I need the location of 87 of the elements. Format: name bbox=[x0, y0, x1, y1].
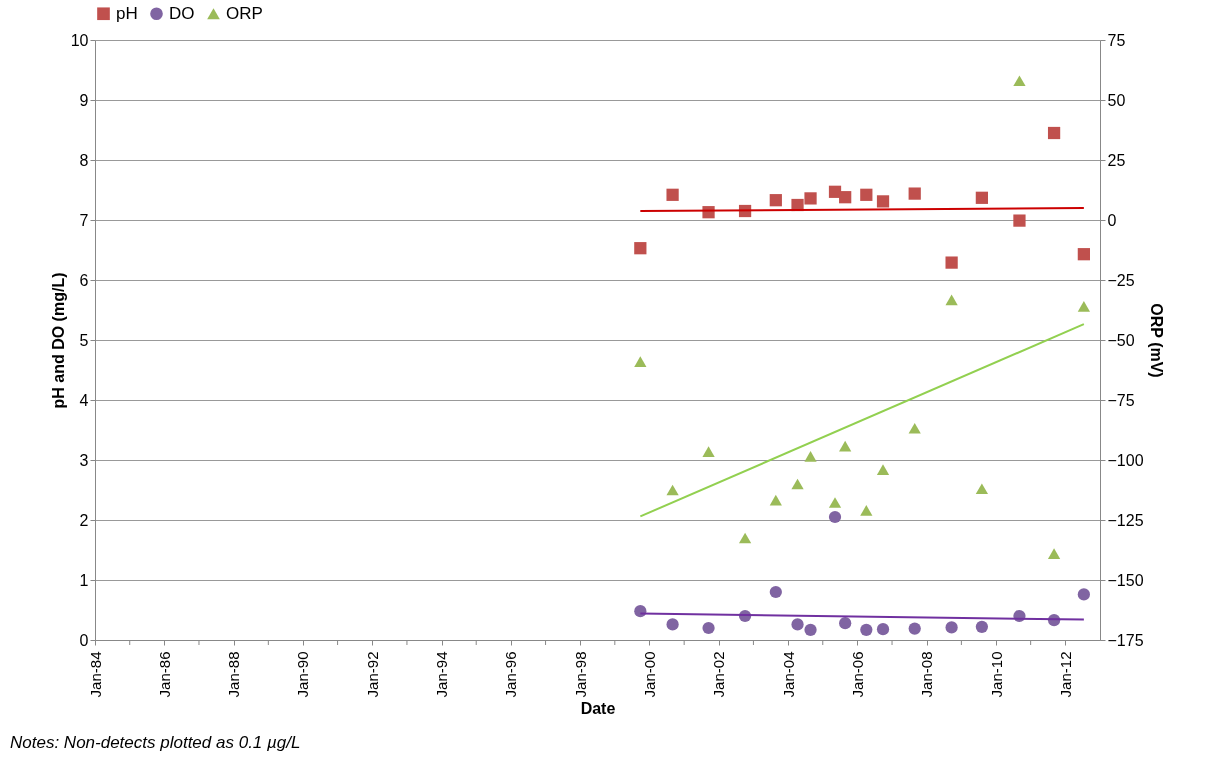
y-tick-label: 6 bbox=[79, 271, 89, 289]
x-tick-label: Jan-90 bbox=[294, 651, 312, 698]
legend-label: DO bbox=[169, 3, 195, 23]
y2-tick-label: −175 bbox=[1107, 631, 1144, 649]
point bbox=[975, 620, 989, 633]
x-tick-label: Jan-86 bbox=[155, 651, 173, 698]
point bbox=[975, 483, 989, 495]
y-tick-label: 10 bbox=[70, 31, 89, 49]
point bbox=[769, 585, 782, 599]
point bbox=[945, 256, 958, 269]
y2-tick-label: 25 bbox=[1107, 151, 1126, 169]
point bbox=[876, 195, 890, 208]
x-tick-label: Jan-08 bbox=[918, 651, 936, 698]
point bbox=[666, 188, 679, 201]
text: Notes: Non-detects plotted as 0.1 µg/L bbox=[10, 733, 301, 752]
legend-label: pH bbox=[116, 3, 138, 23]
x-tick-label: Jan-02 bbox=[710, 651, 728, 698]
point bbox=[860, 505, 873, 516]
y2-tick-label: −150 bbox=[1107, 571, 1144, 589]
y2-tick-label: −125 bbox=[1107, 511, 1144, 529]
point bbox=[804, 192, 817, 205]
point bbox=[1077, 248, 1090, 261]
x-tick-label: Jan-00 bbox=[640, 651, 658, 698]
point bbox=[791, 478, 804, 490]
point bbox=[702, 446, 715, 457]
y2-tick-label: −75 bbox=[1107, 391, 1135, 409]
x-tick-label: Jan-10 bbox=[987, 651, 1005, 698]
point bbox=[1047, 126, 1061, 140]
point bbox=[1013, 75, 1026, 87]
point bbox=[876, 464, 890, 475]
point bbox=[908, 187, 921, 200]
y2-tick-label: 75 bbox=[1107, 31, 1126, 49]
point bbox=[1047, 548, 1061, 559]
point bbox=[666, 618, 679, 631]
point bbox=[804, 451, 817, 462]
y2-tick-label: 50 bbox=[1107, 91, 1126, 109]
y-tick-label: 7 bbox=[79, 211, 89, 229]
y2-axis-title: ORP (mV) bbox=[1147, 303, 1165, 378]
point bbox=[702, 621, 715, 635]
point bbox=[1013, 214, 1026, 227]
x-tick-label: Jan-98 bbox=[571, 651, 589, 698]
y2-tick-label: −50 bbox=[1107, 331, 1135, 349]
y-tick-label: 5 bbox=[79, 331, 89, 349]
x-tick-label: Jan-06 bbox=[848, 651, 866, 698]
y-tick-label: 3 bbox=[79, 451, 89, 469]
point bbox=[1077, 301, 1090, 312]
legend-label: ORP bbox=[226, 3, 263, 23]
point bbox=[1077, 588, 1090, 601]
point bbox=[791, 618, 804, 631]
y-tick-label: 9 bbox=[79, 91, 89, 109]
point bbox=[945, 621, 958, 634]
x-tick-label: Jan-84 bbox=[86, 651, 104, 698]
point bbox=[828, 510, 842, 524]
x-tick-label: Jan-12 bbox=[1056, 651, 1074, 698]
point bbox=[769, 494, 782, 506]
point bbox=[945, 294, 958, 306]
x-tick-label: Jan-92 bbox=[363, 651, 381, 698]
point bbox=[666, 484, 679, 496]
point bbox=[860, 188, 873, 201]
point bbox=[804, 623, 817, 636]
x-tick-label: Jan-04 bbox=[779, 651, 797, 698]
y2-tick-label: 0 bbox=[1107, 211, 1117, 229]
y2-tick-label: −25 bbox=[1107, 271, 1135, 289]
point bbox=[839, 191, 852, 204]
point bbox=[908, 622, 921, 635]
x-tick-label: Jan-94 bbox=[433, 651, 451, 698]
point bbox=[908, 423, 921, 434]
x-tick-label: Jan-96 bbox=[502, 651, 520, 698]
point bbox=[828, 497, 842, 508]
x-tick-label: Jan-88 bbox=[225, 651, 243, 698]
y-tick-label: 0 bbox=[79, 631, 89, 649]
x-axis-title: Date bbox=[580, 700, 616, 718]
y2-tick-label: −100 bbox=[1107, 451, 1144, 469]
point bbox=[634, 356, 647, 367]
point bbox=[769, 194, 782, 207]
point bbox=[839, 617, 852, 630]
point bbox=[738, 532, 752, 544]
point bbox=[860, 623, 873, 636]
y-tick-label: 8 bbox=[79, 151, 89, 169]
y-tick-label: 4 bbox=[79, 391, 89, 409]
y-axis-title: pH and DO (mg/L) bbox=[49, 272, 67, 409]
y-tick-label: 2 bbox=[79, 511, 89, 529]
point bbox=[876, 623, 890, 636]
point bbox=[975, 191, 988, 204]
point bbox=[839, 440, 852, 452]
point bbox=[634, 242, 647, 255]
y-tick-label: 1 bbox=[79, 571, 89, 589]
